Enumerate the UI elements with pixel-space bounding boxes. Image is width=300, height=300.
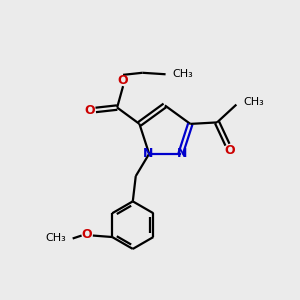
Text: CH₃: CH₃ [243, 97, 264, 106]
Text: CH₃: CH₃ [172, 69, 193, 79]
Text: O: O [84, 104, 94, 117]
Text: O: O [118, 74, 128, 87]
Text: N: N [142, 147, 153, 160]
Text: O: O [224, 144, 235, 157]
Text: O: O [82, 228, 92, 242]
Text: N: N [177, 147, 187, 160]
Text: CH₃: CH₃ [45, 233, 66, 243]
